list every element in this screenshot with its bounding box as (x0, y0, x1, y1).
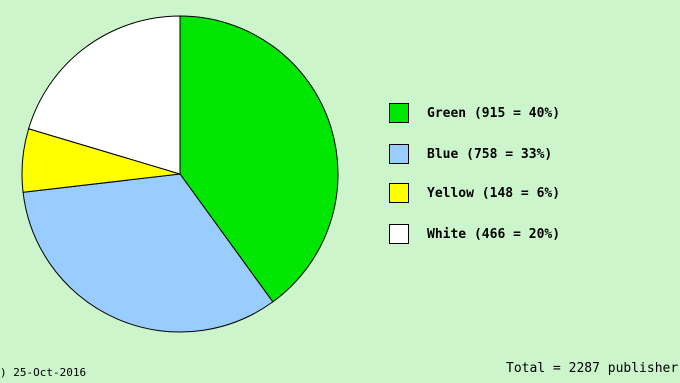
legend-item-green: Green (915 = 40%) (389, 102, 560, 124)
legend-label-green: Green (915 = 40%) (427, 105, 561, 121)
legend-swatch-blue (389, 144, 409, 164)
pie-slice-blue (22, 173, 274, 333)
legend-label-white: White (466 = 20%) (427, 226, 561, 242)
pie-slice-green (179, 15, 339, 303)
legend-swatch-yellow (389, 183, 409, 203)
footer-total: Total = 2287 publisher (506, 361, 679, 376)
pie-slice-white (27, 15, 181, 175)
legend-label-blue: Blue (758 = 33%) (427, 146, 553, 162)
footer-date: ) 25-Oct-2016 (0, 366, 87, 379)
legend-swatch-green (389, 103, 409, 123)
legend-item-yellow: Yellow (148 = 6%) (389, 182, 560, 204)
legend-item-white: White (466 = 20%) (389, 223, 560, 245)
legend-item-blue: Blue (758 = 33%) (389, 143, 552, 165)
legend-swatch-white (389, 224, 409, 244)
legend-label-yellow: Yellow (148 = 6%) (427, 185, 561, 201)
